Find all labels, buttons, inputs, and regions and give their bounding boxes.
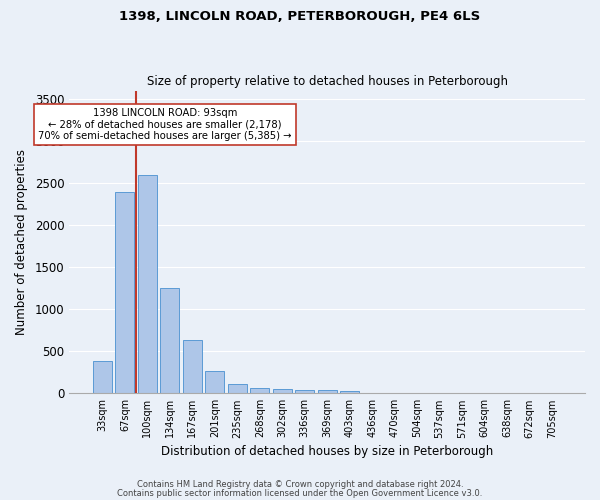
Y-axis label: Number of detached properties: Number of detached properties bbox=[15, 149, 28, 335]
Bar bbox=[340, 391, 359, 394]
Text: Contains public sector information licensed under the Open Government Licence v3: Contains public sector information licen… bbox=[118, 488, 482, 498]
Text: 1398 LINCOLN ROAD: 93sqm
← 28% of detached houses are smaller (2,178)
70% of sem: 1398 LINCOLN ROAD: 93sqm ← 28% of detach… bbox=[38, 108, 292, 141]
Title: Size of property relative to detached houses in Peterborough: Size of property relative to detached ho… bbox=[147, 76, 508, 88]
Bar bbox=[317, 390, 337, 394]
Bar bbox=[183, 340, 202, 394]
Bar bbox=[93, 360, 112, 394]
Bar bbox=[273, 388, 292, 394]
Bar bbox=[115, 192, 134, 394]
X-axis label: Distribution of detached houses by size in Peterborough: Distribution of detached houses by size … bbox=[161, 444, 493, 458]
Bar bbox=[228, 384, 247, 394]
Text: Contains HM Land Registry data © Crown copyright and database right 2024.: Contains HM Land Registry data © Crown c… bbox=[137, 480, 463, 489]
Bar bbox=[160, 288, 179, 394]
Bar bbox=[295, 390, 314, 394]
Bar bbox=[250, 388, 269, 394]
Text: 1398, LINCOLN ROAD, PETERBOROUGH, PE4 6LS: 1398, LINCOLN ROAD, PETERBOROUGH, PE4 6L… bbox=[119, 10, 481, 23]
Bar bbox=[138, 175, 157, 394]
Bar bbox=[205, 372, 224, 394]
